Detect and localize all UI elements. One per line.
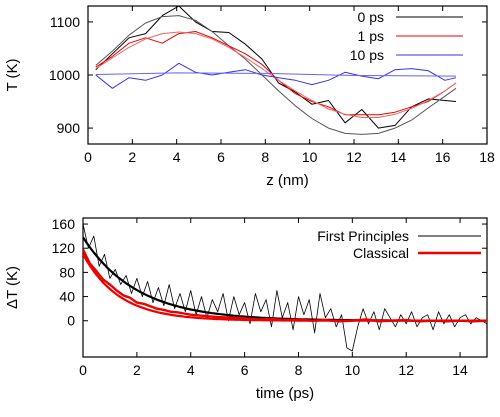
- top-series-group: [95, 6, 457, 135]
- bottom-x-tick-label: 12: [398, 362, 414, 378]
- top-x-tick-label: 16: [435, 149, 451, 165]
- bottom-series-line-3: [83, 253, 487, 322]
- top-x-tick-label: 6: [217, 149, 225, 165]
- top-legend-label: 0 ps: [358, 9, 384, 25]
- top-x-tick-label: 8: [261, 149, 269, 165]
- top-y-tick-label: 900: [57, 120, 81, 136]
- top-plot-frame: [87, 5, 488, 145]
- top-series-line-0: [95, 6, 457, 129]
- top-legend-label: 10 ps: [350, 47, 384, 63]
- bottom-y-tick-label: 80: [59, 264, 75, 280]
- bottom-y-tick-label: 120: [52, 240, 76, 256]
- bottom-x-tick-label: 14: [452, 362, 468, 378]
- top-x-tick-label: 14: [391, 149, 407, 165]
- top-x-tick-label: 18: [479, 149, 495, 165]
- top-y-tick-label: 1000: [49, 67, 80, 83]
- bottom-x-axis-label: time (ps): [256, 385, 314, 402]
- top-x-tick-label: 12: [346, 149, 362, 165]
- bottom-y-tick-label: 40: [59, 289, 75, 305]
- bottom-legend-label: First Principles: [317, 228, 409, 244]
- top-x-tick-label: 10: [302, 149, 318, 165]
- bottom-x-tick-label: 0: [79, 362, 87, 378]
- top-x-tick-label: 4: [173, 149, 181, 165]
- bottom-x-tick-label: 4: [187, 362, 195, 378]
- bottom-series-group: [83, 223, 487, 352]
- top-x-tick-label: 2: [128, 149, 136, 165]
- top-series-line-4: [95, 62, 457, 89]
- top-x-axis-label: z (nm): [266, 172, 309, 189]
- bottom-y-tick-label: 160: [52, 216, 76, 232]
- top-x-tick-label: 0: [84, 149, 92, 165]
- bottom-series-line-0: [83, 223, 487, 352]
- bottom-x-tick-label: 2: [133, 362, 141, 378]
- temperature-decay-panel: 0 2 4 6 8 10 12 14 0 40 80 120 160 time (ps) ΔT (K) Fir…: [4, 216, 488, 402]
- top-y-tick-label: 1100: [50, 14, 80, 30]
- bottom-plot-frame: [82, 217, 488, 358]
- bottom-y-tick-label: 0: [67, 313, 75, 329]
- bottom-x-tick-label: 6: [241, 362, 249, 378]
- top-series-line-5: [95, 72, 457, 77]
- bottom-x-tick-label: 10: [345, 362, 361, 378]
- top-y-axis-label: T (K): [4, 58, 21, 91]
- top-series-line-1: [95, 15, 457, 135]
- temperature-profile-panel: 0 2 4 6 8 10 12 14 16 18 900 1000 1100 z (nm) T (K) 0 p…: [4, 5, 495, 189]
- top-series-line-3: [95, 31, 457, 118]
- bottom-x-tick-label: 8: [295, 362, 303, 378]
- bottom-y-axis-label: ΔT (K): [4, 266, 21, 309]
- top-legend-label: 1 ps: [358, 28, 384, 44]
- bottom-legend-label: Classical: [353, 245, 409, 261]
